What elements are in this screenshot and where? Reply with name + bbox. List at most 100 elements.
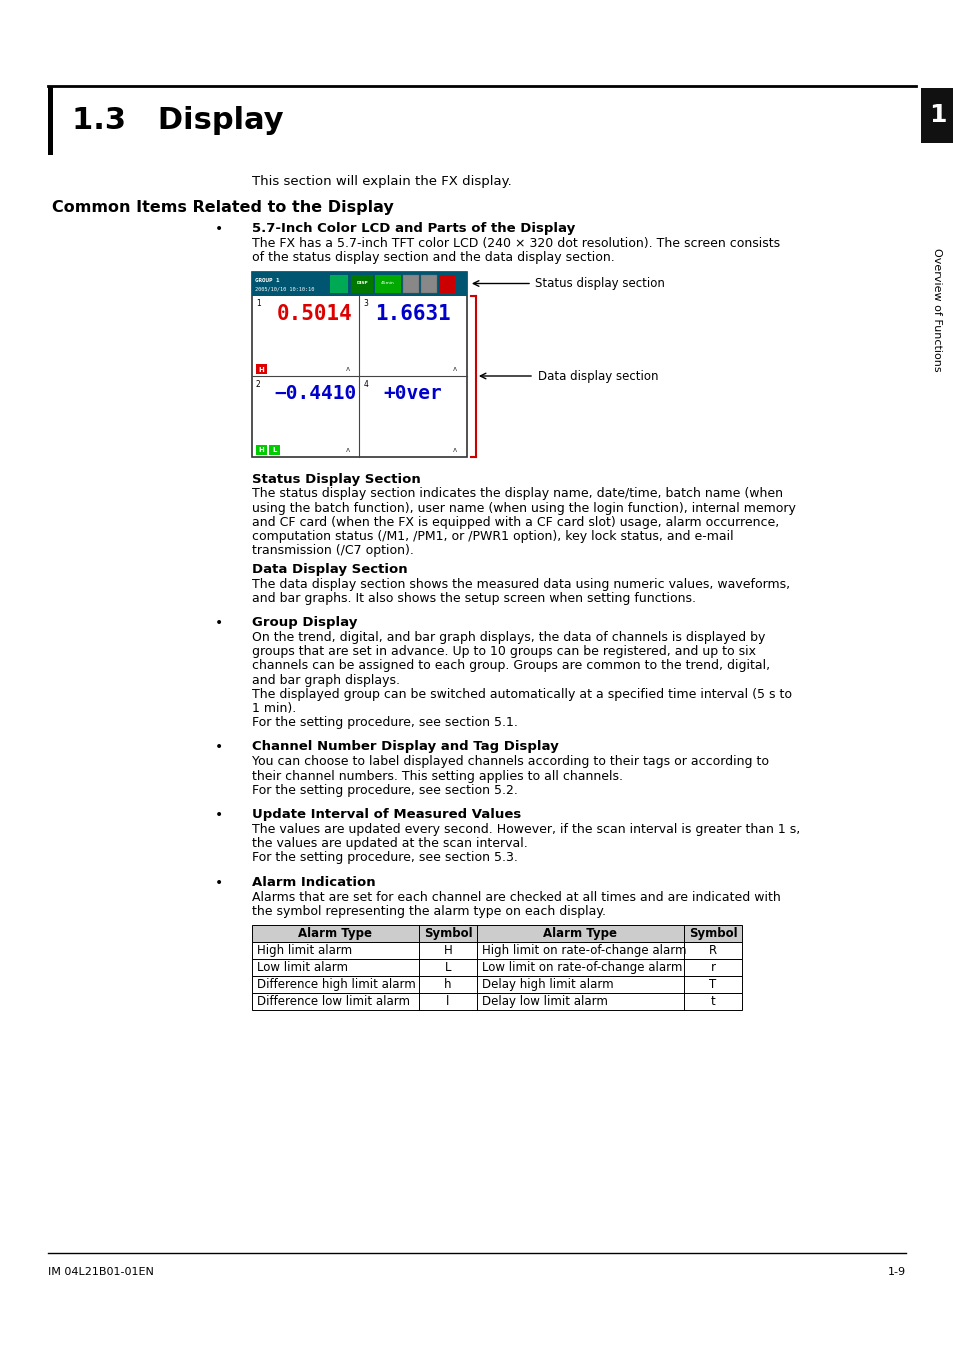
Text: Alarm Type: Alarm Type xyxy=(298,927,372,940)
Bar xyxy=(48,86,53,155)
Text: Common Items Related to the Display: Common Items Related to the Display xyxy=(52,200,394,215)
Text: the values are updated at the scan interval.: the values are updated at the scan inter… xyxy=(252,837,527,850)
Text: Status Display Section: Status Display Section xyxy=(252,472,420,486)
Bar xyxy=(252,271,467,456)
Text: using the batch function), user name (when using the login function), internal m: using the batch function), user name (wh… xyxy=(252,502,795,514)
Bar xyxy=(269,444,280,455)
Text: GROUP 1: GROUP 1 xyxy=(254,278,279,283)
Text: •: • xyxy=(214,221,223,236)
Text: IM 04L21B01-01EN: IM 04L21B01-01EN xyxy=(48,1268,153,1277)
Bar xyxy=(252,925,741,942)
Text: Data Display Section: Data Display Section xyxy=(252,563,407,575)
Text: their channel numbers. This setting applies to all channels.: their channel numbers. This setting appl… xyxy=(252,769,622,783)
Bar xyxy=(252,271,467,296)
Bar xyxy=(920,88,953,143)
Text: For the setting procedure, see section 5.1.: For the setting procedure, see section 5… xyxy=(252,716,517,729)
Text: t: t xyxy=(710,995,715,1008)
Text: 4: 4 xyxy=(363,379,368,389)
Text: groups that are set in advance. Up to 10 groups can be registered, and up to six: groups that are set in advance. Up to 10… xyxy=(252,645,755,657)
Text: Low limit on rate-of-change alarm: Low limit on rate-of-change alarm xyxy=(481,961,681,973)
Text: The values are updated every second. However, if the scan interval is greater th: The values are updated every second. How… xyxy=(252,824,800,836)
Bar xyxy=(255,364,267,374)
Text: High limit on rate-of-change alarm: High limit on rate-of-change alarm xyxy=(481,944,686,957)
Text: T: T xyxy=(709,977,716,991)
Text: Low limit alarm: Low limit alarm xyxy=(256,961,348,973)
Text: 1.6631: 1.6631 xyxy=(375,304,451,324)
Bar xyxy=(252,976,741,992)
Text: 5.7-Inch Color LCD and Parts of the Display: 5.7-Inch Color LCD and Parts of the Disp… xyxy=(252,221,575,235)
Text: Symbol: Symbol xyxy=(423,927,472,940)
Text: h: h xyxy=(444,977,452,991)
Text: 1-9: 1-9 xyxy=(887,1268,905,1277)
Text: Status display section: Status display section xyxy=(535,278,664,290)
Text: 2: 2 xyxy=(255,379,260,389)
Text: You can choose to label displayed channels according to their tags or according : You can choose to label displayed channe… xyxy=(252,755,768,768)
Text: L: L xyxy=(444,961,451,973)
Text: •: • xyxy=(214,807,223,822)
Text: The FX has a 5.7-inch TFT color LCD (240 × 320 dot resolution). The screen consi: The FX has a 5.7-inch TFT color LCD (240… xyxy=(252,238,780,250)
Text: H: H xyxy=(258,447,264,454)
Text: and bar graphs. It also shows the setup screen when setting functions.: and bar graphs. It also shows the setup … xyxy=(252,591,696,605)
Text: and bar graph displays.: and bar graph displays. xyxy=(252,674,399,687)
Text: The displayed group can be switched automatically at a specified time interval (: The displayed group can be switched auto… xyxy=(252,687,791,701)
Text: ʌ: ʌ xyxy=(345,366,349,373)
Text: transmission (/C7 option).: transmission (/C7 option). xyxy=(252,544,414,558)
Text: 45min: 45min xyxy=(381,282,395,285)
Text: Symbol: Symbol xyxy=(688,927,737,940)
Text: Difference high limit alarm: Difference high limit alarm xyxy=(256,977,416,991)
Bar xyxy=(351,274,373,293)
Bar xyxy=(255,444,267,455)
Text: DISP: DISP xyxy=(355,282,368,285)
Text: 3: 3 xyxy=(363,300,368,309)
Text: On the trend, digital, and bar graph displays, the data of channels is displayed: On the trend, digital, and bar graph dis… xyxy=(252,630,764,644)
Text: 1.3   Display: 1.3 Display xyxy=(71,107,283,135)
Text: Overview of Functions: Overview of Functions xyxy=(931,248,942,371)
Bar xyxy=(252,942,741,958)
Text: Alarms that are set for each channel are checked at all times and are indicated : Alarms that are set for each channel are… xyxy=(252,891,780,903)
Text: ʌ: ʌ xyxy=(453,447,456,452)
Text: and CF card (when the FX is equipped with a CF card slot) usage, alarm occurrenc: and CF card (when the FX is equipped wit… xyxy=(252,516,779,529)
Text: 0.5014: 0.5014 xyxy=(277,304,353,324)
Bar xyxy=(420,274,436,293)
Text: •: • xyxy=(214,876,223,890)
Text: computation status (/M1, /PM1, or /PWR1 option), key lock status, and e-mail: computation status (/M1, /PM1, or /PWR1 … xyxy=(252,531,733,543)
Text: Group Display: Group Display xyxy=(252,616,357,629)
Text: r: r xyxy=(710,961,715,973)
Text: Update Interval of Measured Values: Update Interval of Measured Values xyxy=(252,807,520,821)
Text: Delay low limit alarm: Delay low limit alarm xyxy=(481,995,607,1008)
Bar xyxy=(402,274,418,293)
Text: Data display section: Data display section xyxy=(537,370,658,383)
Text: Channel Number Display and Tag Display: Channel Number Display and Tag Display xyxy=(252,740,558,753)
Text: L: L xyxy=(272,447,276,454)
Text: H: H xyxy=(258,367,264,373)
Text: Alarm Indication: Alarm Indication xyxy=(252,876,375,888)
Bar xyxy=(330,274,348,293)
Text: 2005/10/10 10:10:10: 2005/10/10 10:10:10 xyxy=(254,286,314,292)
Text: 1: 1 xyxy=(928,104,945,127)
Text: the symbol representing the alarm type on each display.: the symbol representing the alarm type o… xyxy=(252,904,605,918)
Text: The data display section shows the measured data using numeric values, waveforms: The data display section shows the measu… xyxy=(252,578,789,590)
Text: −0.4410: −0.4410 xyxy=(274,383,355,404)
Text: This section will explain the FX display.: This section will explain the FX display… xyxy=(252,176,511,188)
Bar xyxy=(252,992,741,1010)
Text: channels can be assigned to each group. Groups are common to the trend, digital,: channels can be assigned to each group. … xyxy=(252,659,769,672)
Text: l: l xyxy=(446,995,449,1008)
Text: 1: 1 xyxy=(255,300,260,309)
Text: ʌ: ʌ xyxy=(345,447,349,452)
Text: •: • xyxy=(214,616,223,630)
Bar xyxy=(438,274,455,293)
Text: Delay high limit alarm: Delay high limit alarm xyxy=(481,977,613,991)
Text: Alarm Type: Alarm Type xyxy=(543,927,617,940)
Text: High limit alarm: High limit alarm xyxy=(256,944,352,957)
Text: •: • xyxy=(214,740,223,755)
Text: The status display section indicates the display name, date/time, batch name (wh: The status display section indicates the… xyxy=(252,487,782,501)
Text: +0ver: +0ver xyxy=(383,383,442,404)
Text: Difference low limit alarm: Difference low limit alarm xyxy=(256,995,410,1008)
Bar xyxy=(375,274,400,293)
Text: 1 min).: 1 min). xyxy=(252,702,296,716)
Text: of the status display section and the data display section.: of the status display section and the da… xyxy=(252,251,614,265)
Text: ʌ: ʌ xyxy=(453,366,456,373)
Text: For the setting procedure, see section 5.3.: For the setting procedure, see section 5… xyxy=(252,852,517,864)
Text: R: R xyxy=(708,944,717,957)
Text: For the setting procedure, see section 5.2.: For the setting procedure, see section 5… xyxy=(252,784,517,796)
